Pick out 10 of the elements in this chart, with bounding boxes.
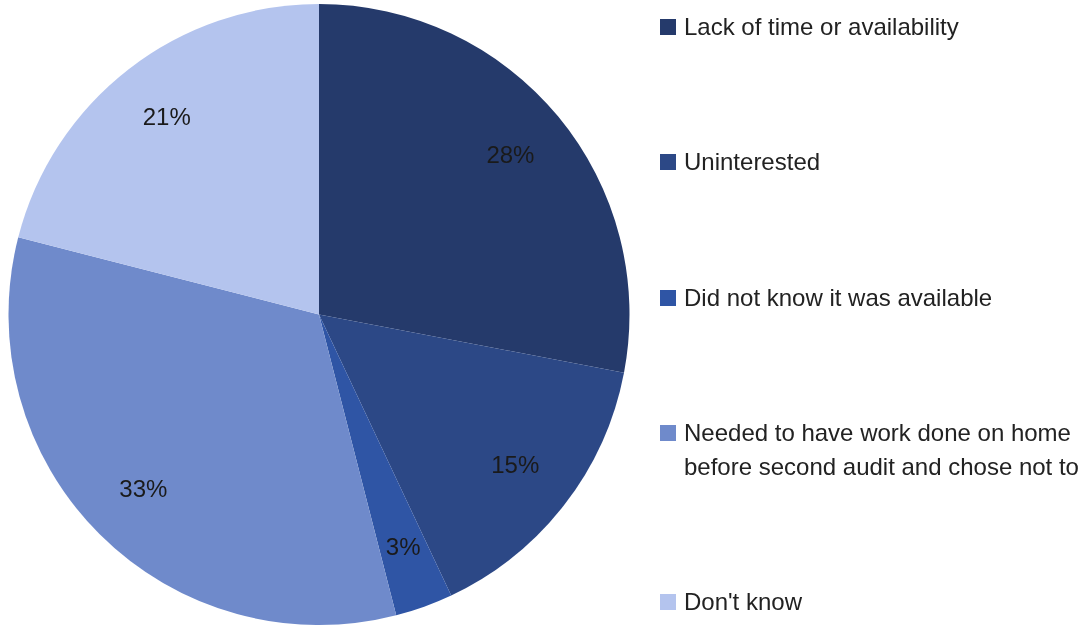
- legend-label: Uninterested: [684, 147, 821, 178]
- data-label: 15%: [491, 451, 540, 479]
- data-label: 33%: [119, 474, 168, 502]
- legend-label: Don't know: [684, 587, 802, 617]
- data-label: 28%: [486, 140, 535, 168]
- legend-label: Did not know it was available: [684, 282, 993, 313]
- data-label: 21%: [142, 102, 191, 130]
- legend-label: Needed to have work done on home before second audit and chose not to: [684, 417, 1080, 482]
- data-label: 3%: [385, 532, 421, 560]
- legend-label: Lack of time or availability: [684, 12, 959, 42]
